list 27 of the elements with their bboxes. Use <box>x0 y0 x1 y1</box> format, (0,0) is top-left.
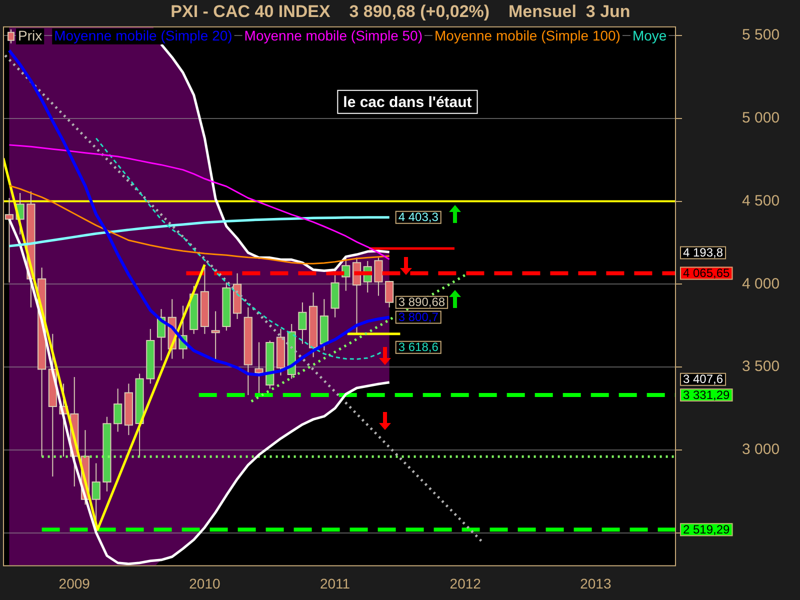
x-tick-label: 2011 <box>320 575 350 592</box>
annotation: le cac dans l'étaut <box>343 94 472 111</box>
y-tick-label: 4 500 <box>742 192 780 210</box>
data-label: 4 065,65 <box>683 266 730 280</box>
data-label: 3 331,29 <box>683 388 730 402</box>
text: Moye <box>632 27 667 44</box>
legend-label: Prix <box>18 27 42 44</box>
x-tick-label: 2012 <box>450 575 482 592</box>
data-label: 4 403,3 <box>398 210 439 224</box>
y-tick-label: 3 500 <box>742 358 780 376</box>
data-label: 2 519,29 <box>683 522 730 536</box>
x-tick-label: 2010 <box>189 575 220 592</box>
y-tick-label: 5 500 <box>742 26 780 44</box>
text: Moyenne mobile (Simple 100) <box>434 27 620 44</box>
chart-title: PXI - CAC 40 INDEX 3 890,68 (+0,02%) Mensuel 3 Jun <box>170 2 630 21</box>
text: Moyenne mobile (Simple 20) <box>54 27 232 44</box>
text: 3 407,6 <box>683 372 724 386</box>
y-tick-label: 3 000 <box>742 441 780 458</box>
text: Moyenne mobile (Simple 50) <box>244 27 423 44</box>
text: 3 890,68 <box>398 295 446 310</box>
x-tick-label: 2009 <box>58 575 90 592</box>
y-tick-label: 5 000 <box>742 110 780 127</box>
text: 4 193,8 <box>683 246 724 260</box>
data-label: 3 800,7 <box>398 310 439 324</box>
x-tick-label: 2013 <box>580 575 612 592</box>
y-tick-label: 4 000 <box>742 275 780 292</box>
data-label: 3 618,6 <box>398 340 439 354</box>
